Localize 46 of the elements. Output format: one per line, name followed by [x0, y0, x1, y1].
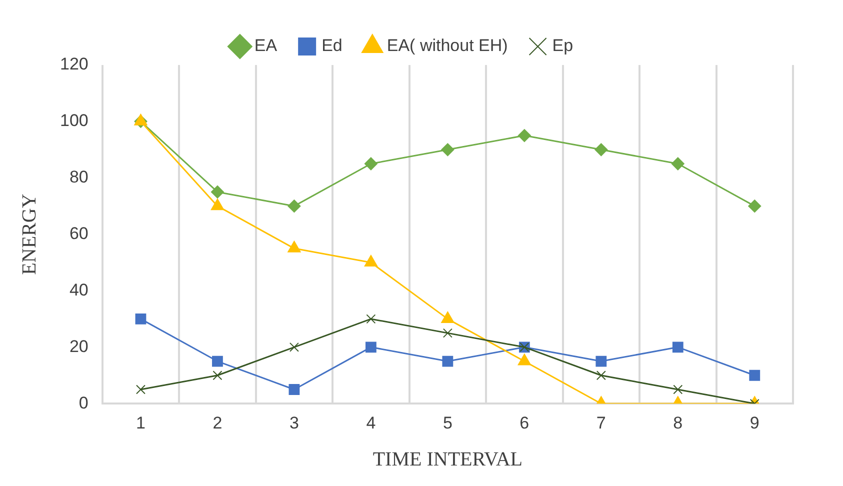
x-tick-label: 2 — [212, 413, 222, 432]
point — [518, 129, 531, 142]
x-axis-title: TIME INTERVAL — [372, 448, 523, 470]
point — [212, 370, 222, 380]
point — [672, 342, 684, 353]
y-tick-label: 100 — [60, 111, 88, 130]
legend-label: EA — [254, 36, 278, 56]
point — [594, 143, 608, 156]
y-tick-label: 0 — [78, 393, 88, 412]
y-tick-label: 40 — [69, 280, 88, 300]
point — [441, 143, 454, 156]
x-tick-label: 7 — [596, 413, 606, 432]
x-tick-label: 4 — [366, 413, 376, 432]
point — [749, 370, 760, 381]
x-tick-label: 3 — [289, 413, 299, 432]
x-tick-label: 9 — [750, 413, 760, 432]
x-tick-label: 6 — [520, 413, 530, 432]
point — [288, 200, 301, 213]
x-tick-label: 5 — [442, 413, 452, 432]
x-tick-label: 8 — [673, 413, 683, 432]
point — [136, 384, 146, 394]
y-axis-title: ENERGY — [18, 194, 40, 275]
point — [748, 200, 762, 213]
point — [366, 314, 376, 324]
y-tick-label: 120 — [60, 54, 88, 74]
point — [364, 255, 378, 267]
point — [596, 356, 607, 367]
point — [288, 384, 300, 395]
point — [671, 157, 684, 170]
point — [673, 384, 683, 394]
legend-label: Ep — [552, 36, 574, 56]
legend-label: EA( without EH) — [386, 36, 508, 56]
point — [289, 342, 299, 352]
point — [135, 314, 146, 324]
point — [365, 342, 376, 353]
point — [210, 185, 224, 198]
y-tick-label: 20 — [69, 336, 88, 356]
y-tick-label: 80 — [69, 168, 88, 187]
x-tick-label: 1 — [136, 413, 146, 432]
point — [596, 370, 606, 380]
legend-label: Ed — [322, 36, 342, 56]
point — [442, 356, 454, 367]
point — [442, 328, 452, 338]
point — [364, 157, 378, 170]
y-tick-label: 60 — [69, 224, 88, 243]
point — [212, 356, 223, 367]
